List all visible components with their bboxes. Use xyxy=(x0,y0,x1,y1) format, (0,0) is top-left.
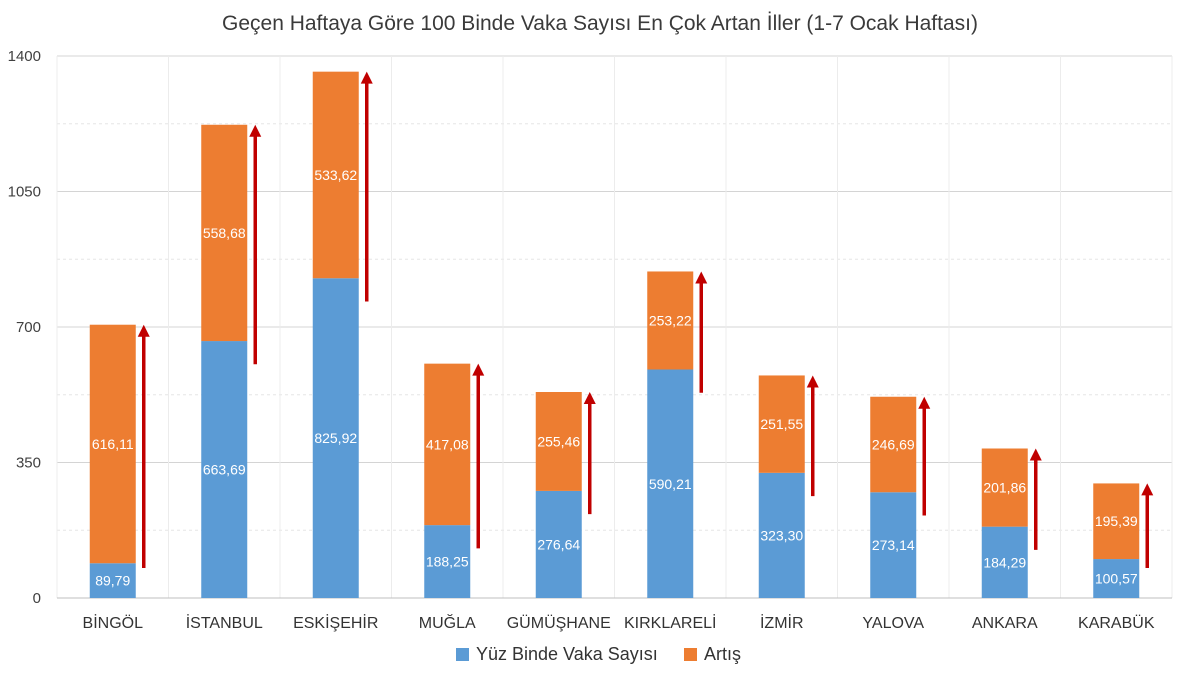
x-category-label: GÜMÜŞHANE xyxy=(507,614,611,632)
y-tick-label: 1050 xyxy=(8,184,41,201)
bar-increase-segment xyxy=(201,124,248,342)
bar-base-segment xyxy=(312,278,359,598)
bar-base-segment xyxy=(201,341,248,598)
legend-swatch-base xyxy=(456,648,469,661)
data-label-increase: 253,22 xyxy=(649,312,692,328)
bar-increase-segment xyxy=(1093,483,1140,560)
x-category-label: İZMİR xyxy=(760,613,804,632)
arrow-up-icon xyxy=(137,324,150,337)
data-label-base: 273,14 xyxy=(872,537,915,553)
data-label-base: 590,21 xyxy=(649,476,692,492)
arrows-layer xyxy=(137,71,1154,568)
bar-base-segment xyxy=(424,525,471,598)
bar-base-segment xyxy=(535,490,582,598)
legend-swatch-increase xyxy=(684,648,697,661)
y-tick-label: 700 xyxy=(16,319,41,336)
data-label-base: 188,25 xyxy=(426,554,469,570)
bars-layer xyxy=(89,71,1140,598)
data-label-increase: 417,08 xyxy=(426,436,469,452)
arrow-up-icon xyxy=(249,124,262,137)
data-label-base: 276,64 xyxy=(537,536,580,552)
legend-label-increase: Artış xyxy=(704,644,741,664)
arrow-up-icon xyxy=(806,375,819,388)
bar-increase-segment xyxy=(312,71,359,279)
data-label-base: 663,69 xyxy=(203,462,246,478)
bar-increase-segment xyxy=(981,448,1028,527)
arrow-up-icon xyxy=(1029,448,1042,461)
data-label-increase: 195,39 xyxy=(1095,513,1138,529)
labels-layer: 89,79 616,11 663,69 558,68 825,92 533,62 188,2… xyxy=(92,167,1138,589)
x-category-label: KIRKLARELİ xyxy=(624,613,716,632)
bar-increase-segment xyxy=(647,271,694,370)
x-category-label: MUĞLA xyxy=(419,613,476,632)
data-label-base: 825,92 xyxy=(314,430,357,446)
data-label-increase: 255,46 xyxy=(537,433,580,449)
y-tick-label: 350 xyxy=(16,455,41,472)
bar-increase-segment xyxy=(89,324,136,564)
data-label-base: 100,57 xyxy=(1095,571,1138,587)
data-label-increase: 558,68 xyxy=(203,225,246,241)
arrow-up-icon xyxy=(918,396,931,409)
bar-base-segment xyxy=(647,369,694,598)
bar-increase-segment xyxy=(758,375,805,473)
data-label-increase: 533,62 xyxy=(314,167,357,183)
chart-title: Geçen Haftaya Göre 100 Binde Vaka Sayısı… xyxy=(222,12,978,35)
bar-base-segment xyxy=(981,526,1028,598)
bar-base-segment xyxy=(758,472,805,598)
arrow-up-icon xyxy=(360,71,373,84)
bar-increase-segment xyxy=(535,392,582,491)
axis-layer: 0 350 700 1050 1400 BİNGÖL İSTANBUL ESKİŞEHİR MU… xyxy=(8,48,1172,632)
bar-increase-segment xyxy=(424,363,471,526)
x-category-label: ANKARA xyxy=(972,615,1038,632)
data-label-increase: 251,55 xyxy=(760,416,803,432)
bar-increase-segment xyxy=(870,396,917,493)
bar-base-segment xyxy=(870,492,917,598)
x-category-label: İSTANBUL xyxy=(186,613,263,632)
data-label-base: 89,79 xyxy=(95,573,130,589)
x-category-label: KARABÜK xyxy=(1078,614,1155,632)
data-label-increase: 616,11 xyxy=(92,436,134,452)
x-category-label: BİNGÖL xyxy=(83,613,144,632)
x-category-label: YALOVA xyxy=(862,615,924,632)
bar-base-segment xyxy=(1093,559,1140,598)
arrow-up-icon xyxy=(472,363,485,376)
bar-base-segment xyxy=(89,563,136,598)
y-tick-label: 0 xyxy=(33,590,41,607)
arrow-up-icon xyxy=(695,271,708,284)
data-label-increase: 201,86 xyxy=(983,480,1026,496)
data-label-base: 184,29 xyxy=(983,554,1026,570)
x-category-label: ESKİŞEHİR xyxy=(293,613,378,632)
arrow-up-icon xyxy=(1141,483,1154,496)
arrow-up-icon xyxy=(583,392,596,405)
y-tick-label: 1400 xyxy=(8,48,41,65)
data-label-base: 323,30 xyxy=(760,527,803,543)
legend: Yüz Binde Vaka Sayısı Artış xyxy=(456,644,741,664)
legend-label-base: Yüz Binde Vaka Sayısı xyxy=(476,644,658,664)
data-label-increase: 246,69 xyxy=(872,437,915,453)
